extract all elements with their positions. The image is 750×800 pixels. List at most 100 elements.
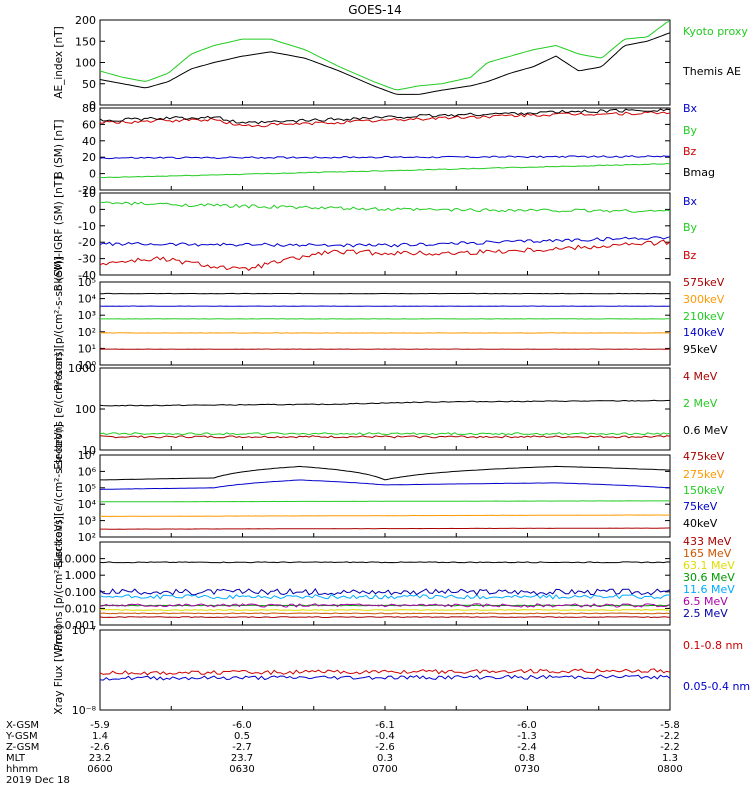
chart-panel-8: 10⁻⁸ 10⁻⁷ Xray Flux [W/m²] 0.1-0.8 nm 0.05-0… xyxy=(53,624,750,717)
y-axis-label: Electrons [e/(cm²-s-sr)] xyxy=(53,348,65,469)
chart-panel-2: -20 0 20 40 60 80 B (SM) [nT] Bx By Bz Bmag xyxy=(53,102,715,197)
series-line xyxy=(99,155,671,160)
legend-entry: 433 MeV xyxy=(683,535,732,548)
y-tick-label: 1.000 xyxy=(65,569,97,582)
ephemeris-value: -2.2 xyxy=(660,731,680,742)
y-tick-label: 10⁶ xyxy=(78,465,97,478)
legend-entry: 4 MeV xyxy=(683,370,718,383)
series-line xyxy=(99,399,671,407)
y-axis-label: Electrons [e/(cm²-s-sr-keV)] xyxy=(53,424,65,568)
series-line xyxy=(99,20,671,91)
y-tick-label: 10⁻⁸ xyxy=(72,704,97,717)
y-tick-label: 10⁴ xyxy=(78,293,97,306)
y-axis-label: AE_index [nT] xyxy=(53,26,65,98)
series-line xyxy=(100,465,670,481)
ephemeris-row-label: MLT xyxy=(6,753,26,764)
ephemeris-row-label: Z-GSM xyxy=(6,742,39,753)
ephemeris-value: -6.0 xyxy=(232,720,252,731)
y-axis-label: B (SM)-IGRF (SM) [nT] xyxy=(53,177,65,292)
series-line xyxy=(99,594,670,600)
ephemeris-value: -5.9 xyxy=(90,720,110,731)
y-tick-label: 50 xyxy=(82,78,96,91)
series-line xyxy=(99,432,671,436)
legend-entry: 140keV xyxy=(683,326,725,339)
ephemeris-value: -6.1 xyxy=(375,720,395,731)
y-tick-label: 10 xyxy=(82,444,96,457)
y-tick-label: 150 xyxy=(75,35,96,48)
ephemeris-row-label: X-GSM xyxy=(6,720,39,731)
ephemeris-row-label: Y-GSM xyxy=(5,731,38,742)
series-line xyxy=(99,435,671,439)
ephemeris-value: 1.4 xyxy=(92,731,108,742)
ephemeris-value: 0630 xyxy=(229,764,254,775)
y-tick-label: 10¹ xyxy=(78,342,96,355)
ephemeris-value: 0730 xyxy=(514,764,539,775)
ephemeris-value: -2.6 xyxy=(90,742,110,753)
ephemeris-value: 0.8 xyxy=(519,753,535,764)
y-tick-label: 80 xyxy=(82,102,96,115)
legend-entry: 95keV xyxy=(683,343,718,356)
legend-entry: 475keV xyxy=(683,450,725,463)
ephemeris-value: 0700 xyxy=(372,764,397,775)
chart-title: GOES-14 xyxy=(348,3,402,17)
ephemeris-value: -6.0 xyxy=(517,720,537,731)
series-line xyxy=(99,603,671,608)
y-tick-label: 20 xyxy=(82,151,96,164)
series-line xyxy=(99,479,671,490)
panel-frame xyxy=(99,192,671,276)
series-line xyxy=(99,162,671,179)
y-tick-label: -30 xyxy=(78,253,96,266)
y-tick-label: -10 xyxy=(78,220,96,233)
series-line xyxy=(99,616,671,619)
y-axis-label: Protons [p/(cm²-s-sr-keV)] xyxy=(53,516,65,651)
panel-frame xyxy=(99,281,671,366)
y-tick-label: 1000 xyxy=(68,362,96,375)
y-tick-label: 10² xyxy=(78,531,96,544)
y-tick-label: 100 xyxy=(75,403,96,416)
y-tick-label: -40 xyxy=(78,269,96,282)
y-tick-label: 10⁵ xyxy=(78,482,96,495)
chart-panel-1: 0 50 100 150 200 AE_index [nT] Kyoto proxy AE T… xyxy=(53,14,750,112)
series-line xyxy=(99,514,671,517)
ephemeris-value: 23.7 xyxy=(231,753,253,764)
chart-panel-3: -40 -30 -20 -10 0 10 B (SM)-IGRF (SM) [nT] Bx By… xyxy=(53,177,698,292)
series-line xyxy=(99,32,671,95)
y-tick-label: -20 xyxy=(78,236,96,249)
legend-entry: By xyxy=(683,124,698,137)
legend-entry: 0.05-0.4 nm xyxy=(683,680,750,693)
series-line xyxy=(100,111,671,128)
y-tick-label: -20 xyxy=(78,184,96,197)
legend-entry: 6.5 MeV xyxy=(683,595,728,608)
series-line xyxy=(100,609,671,611)
series-line xyxy=(99,500,671,503)
series-line xyxy=(99,236,671,248)
legend-entry: 11.6 MeV xyxy=(683,583,735,596)
series-line xyxy=(99,587,671,596)
legend-entry: By xyxy=(683,221,698,234)
legend-entry: Themis AE xyxy=(682,65,741,78)
legend-entry: Bx xyxy=(683,102,698,115)
y-tick-label: 10 xyxy=(82,187,96,200)
series-line xyxy=(100,527,670,530)
ephemeris-value: -2.2 xyxy=(660,742,680,753)
legend-entry: 150keV xyxy=(683,484,725,497)
y-tick-label: 10⁷ xyxy=(78,449,96,462)
y-tick-label: 10.000 xyxy=(58,553,97,566)
legend-entry: 575keV xyxy=(683,276,725,289)
series-line xyxy=(99,674,671,681)
legend-entry: 30.6 MeV xyxy=(683,571,735,584)
y-tick-label: 0 xyxy=(89,203,96,216)
legend-entry: Bz xyxy=(683,145,697,158)
series-line xyxy=(99,561,671,564)
legend-entry: 75keV xyxy=(683,500,718,513)
legend-entry: 63.1 MeV xyxy=(683,559,735,572)
y-tick-label: 0 xyxy=(89,99,96,112)
ephemeris-value: -2.4 xyxy=(517,742,537,753)
y-tick-label: 0 xyxy=(89,168,96,181)
legend-entry: 2.5 MeV xyxy=(683,607,728,620)
y-tick-label: 10⁰ xyxy=(78,359,97,372)
date-label: 2019 Dec 18 xyxy=(6,775,70,786)
